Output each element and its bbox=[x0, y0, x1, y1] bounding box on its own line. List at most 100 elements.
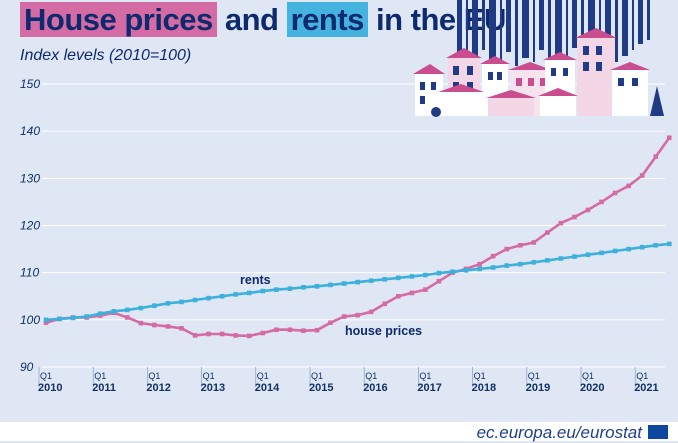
x-quarter-label-2012: Q1 bbox=[148, 371, 160, 381]
rents-point bbox=[599, 250, 604, 256]
barcode-stripes bbox=[457, 0, 650, 66]
title-rents: rents bbox=[286, 2, 368, 37]
series-labels: rents house prices bbox=[240, 273, 422, 338]
house-prices-point bbox=[639, 173, 645, 178]
house-prices-point bbox=[436, 278, 442, 284]
x-quarter-label-2016: Q1 bbox=[365, 371, 377, 381]
rents-point bbox=[545, 258, 550, 263]
rents-point bbox=[260, 288, 266, 294]
footer: ec.europa.eu/eurostat bbox=[0, 422, 678, 442]
title-house-prices: House prices bbox=[20, 2, 217, 37]
rents-point bbox=[111, 309, 117, 314]
rents-point bbox=[328, 282, 333, 288]
rents-point bbox=[287, 286, 293, 292]
house-prices-point bbox=[260, 330, 266, 336]
rents-point bbox=[396, 275, 401, 281]
house-prices-point bbox=[314, 327, 320, 333]
rents-point bbox=[192, 297, 198, 303]
x-year-label-2016: 2016 bbox=[363, 382, 387, 394]
rents-point bbox=[246, 290, 252, 296]
rents-point bbox=[612, 248, 618, 254]
eurostat-link[interactable]: ec.europa.eu/eurostat bbox=[476, 423, 642, 442]
x-year-label-2013: 2013 bbox=[201, 382, 225, 394]
x-quarter-label-2021: Q1 bbox=[636, 371, 648, 381]
x-quarter-label-2019: Q1 bbox=[528, 371, 540, 381]
house-prices-point bbox=[206, 331, 211, 337]
house-prices-point bbox=[626, 183, 631, 189]
house-prices-point bbox=[396, 293, 401, 299]
rents-point bbox=[301, 284, 306, 290]
house-prices-point bbox=[572, 214, 577, 220]
house-prices-point bbox=[341, 314, 347, 319]
y-tick-label-90: 90 bbox=[20, 360, 34, 374]
rents-point bbox=[382, 276, 388, 282]
rents-point bbox=[517, 261, 523, 267]
y-tick-label-110: 110 bbox=[20, 266, 39, 280]
house-prices-point bbox=[517, 243, 523, 248]
y-axis: 90 100 110 120 130 140 150 bbox=[20, 77, 40, 374]
rents-point bbox=[572, 254, 577, 259]
rents-point bbox=[219, 293, 225, 299]
y-tick-label-150: 150 bbox=[20, 77, 40, 91]
rents-point bbox=[355, 279, 360, 285]
x-year-label-2021: 2021 bbox=[634, 382, 658, 394]
rents-point bbox=[152, 303, 157, 308]
rents-point bbox=[341, 281, 347, 286]
x-quarter-label-2015: Q1 bbox=[311, 371, 323, 381]
x-year-label-2020: 2020 bbox=[580, 382, 604, 394]
rents-point bbox=[70, 315, 76, 321]
house-prices-point bbox=[43, 320, 49, 325]
x-year-label-2011: 2011 bbox=[92, 382, 116, 394]
house-prices-point bbox=[233, 333, 238, 338]
title-and: and bbox=[224, 2, 279, 37]
rents-point bbox=[97, 311, 103, 317]
city-skyline-illustration bbox=[413, 0, 664, 117]
rents-point bbox=[585, 252, 591, 258]
x-year-label-2010: 2010 bbox=[38, 382, 62, 394]
x-quarter-label-2011: Q1 bbox=[94, 371, 106, 381]
house-prices-point bbox=[328, 320, 333, 325]
rents-point bbox=[57, 316, 62, 322]
house-prices-series-label: house prices bbox=[345, 324, 422, 338]
y-tick-label-100: 100 bbox=[20, 313, 40, 327]
x-year-label-2012: 2012 bbox=[146, 382, 170, 394]
house-prices-point bbox=[192, 333, 198, 338]
rents-point bbox=[653, 243, 659, 248]
house-prices-point bbox=[531, 240, 537, 245]
rents-point bbox=[409, 274, 415, 279]
rents-point bbox=[179, 299, 184, 305]
eu-flag-icon bbox=[648, 425, 668, 439]
house-prices-point bbox=[382, 301, 388, 307]
house-prices-point bbox=[219, 331, 225, 337]
x-quarter-label-2020: Q1 bbox=[582, 371, 594, 381]
house-prices-point bbox=[125, 315, 130, 320]
house-prices-point bbox=[667, 135, 672, 141]
rents-point bbox=[477, 266, 482, 272]
houses bbox=[413, 28, 664, 117]
house-prices-point bbox=[490, 253, 496, 259]
house-prices-point bbox=[504, 246, 509, 252]
x-year-label-2019: 2019 bbox=[526, 382, 550, 394]
x-axis: Q12010Q12011Q12012Q12013Q12014Q12015Q120… bbox=[38, 367, 659, 394]
x-year-label-2018: 2018 bbox=[472, 382, 496, 394]
house-prices-point bbox=[152, 322, 157, 328]
rents-point bbox=[558, 256, 564, 261]
y-tick-label-120: 120 bbox=[20, 219, 40, 233]
chart-subtitle: Index levels (2010=100) bbox=[20, 47, 192, 64]
house-prices-point bbox=[179, 326, 184, 331]
x-quarter-label-2017: Q1 bbox=[419, 371, 431, 381]
rents-point bbox=[626, 246, 631, 252]
rents-point bbox=[436, 270, 442, 276]
house-prices-point bbox=[274, 327, 279, 333]
house-prices-point bbox=[558, 220, 564, 226]
house-prices-point bbox=[653, 154, 659, 159]
house-prices-point bbox=[423, 287, 428, 292]
house-prices-point bbox=[409, 290, 415, 296]
series-lines bbox=[43, 135, 672, 339]
house-prices-point bbox=[138, 320, 144, 326]
house-prices-point bbox=[545, 230, 550, 235]
rents-point bbox=[490, 265, 496, 270]
rents-point bbox=[125, 307, 130, 313]
house-prices-point bbox=[165, 324, 171, 329]
